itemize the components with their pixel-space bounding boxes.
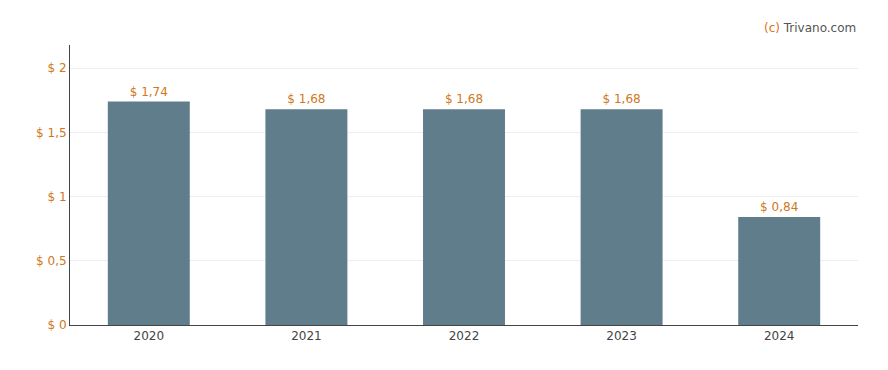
- svg-text:2020: 2020: [134, 329, 165, 343]
- svg-text:$ 0: $ 0: [48, 318, 67, 332]
- svg-text:(c) Trivano.com: (c) Trivano.com: [764, 21, 856, 35]
- svg-text:$ 1: $ 1: [48, 190, 67, 204]
- svg-text:$ 2: $ 2: [48, 61, 67, 75]
- svg-text:$ 0,5: $ 0,5: [36, 254, 67, 268]
- svg-text:$ 1,5: $ 1,5: [36, 126, 67, 140]
- svg-text:$ 1,68: $ 1,68: [603, 92, 641, 106]
- svg-text:$ 1,68: $ 1,68: [445, 92, 483, 106]
- svg-text:2021: 2021: [291, 329, 322, 343]
- svg-text:$ 1,74: $ 1,74: [130, 85, 168, 99]
- svg-text:2022: 2022: [449, 329, 480, 343]
- svg-text:2023: 2023: [606, 329, 637, 343]
- svg-text:$ 0,84: $ 0,84: [760, 200, 798, 214]
- svg-text:$ 1,68: $ 1,68: [287, 92, 325, 106]
- svg-text:2024: 2024: [764, 329, 795, 343]
